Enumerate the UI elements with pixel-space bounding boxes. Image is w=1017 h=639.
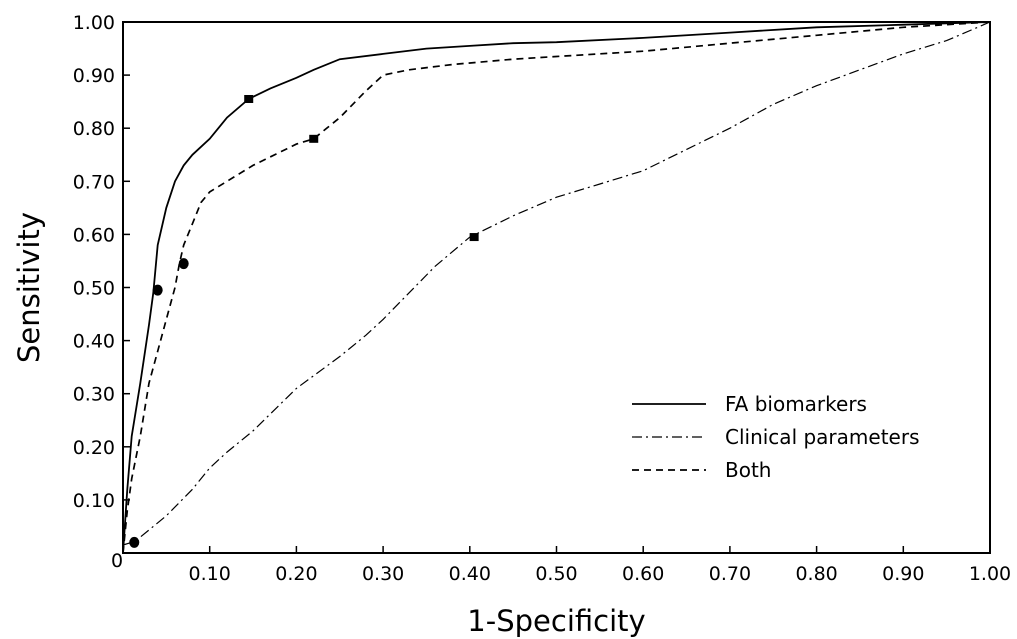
y-tick-label: 0.40	[73, 331, 115, 353]
x-tick-label: 0.10	[189, 563, 231, 585]
point-marker-square	[244, 94, 254, 103]
y-tick-label: 0.50	[73, 278, 115, 300]
axis-ticks: 0 0.10 0.20 0.30 0.40 0.50 0.60 0.70 0.80 0.90 1.0…	[73, 12, 1011, 585]
plot-frame	[122, 21, 991, 554]
x-tick-label: 0.50	[535, 563, 577, 585]
x-tick-label: 0.30	[362, 563, 404, 585]
point-marker-square	[309, 134, 319, 143]
series-line-fa-biomarkers	[122, 21, 991, 554]
point-marker-circle	[178, 258, 189, 270]
x-tick-label: 0.40	[449, 563, 491, 585]
series-line-both	[122, 21, 991, 554]
point-marker-circle	[129, 536, 140, 548]
y-axis-title: Sensitivity	[12, 212, 46, 363]
y-tick-label: 0.20	[73, 437, 115, 459]
y-tick-label: 0.30	[73, 384, 115, 406]
y-tick-label: 0.10	[73, 490, 115, 512]
point-marker-circle	[152, 284, 163, 296]
x-tick-label: 0.60	[622, 563, 664, 585]
y-tick-label: 0.60	[73, 224, 115, 246]
x-axis-title: 1-Specificity	[467, 604, 645, 638]
series-line-clinical-parameters	[122, 21, 991, 546]
x-tick-label: 0.20	[275, 563, 317, 585]
y-tick-label: 0.70	[73, 171, 115, 193]
y-tick-label: 0.90	[73, 65, 115, 87]
y-tick-label: 1.00	[73, 12, 115, 34]
series-layer	[122, 21, 991, 554]
legend-label: Both	[725, 458, 771, 482]
x-tick-label: 0.70	[709, 563, 751, 585]
legend: FA biomarkers Clinical parameters Both	[632, 392, 919, 482]
legend-label: FA biomarkers	[725, 392, 867, 416]
y-tick-label: 0.80	[73, 118, 115, 140]
point-marker-square	[469, 233, 479, 242]
legend-label: Clinical parameters	[725, 425, 919, 449]
x-tick-label: 0.90	[882, 563, 924, 585]
marker-layer	[129, 94, 479, 548]
x-tick-label: 0	[111, 550, 123, 572]
x-tick-label: 0.80	[795, 563, 837, 585]
x-tick-label: 1.00	[969, 563, 1011, 585]
